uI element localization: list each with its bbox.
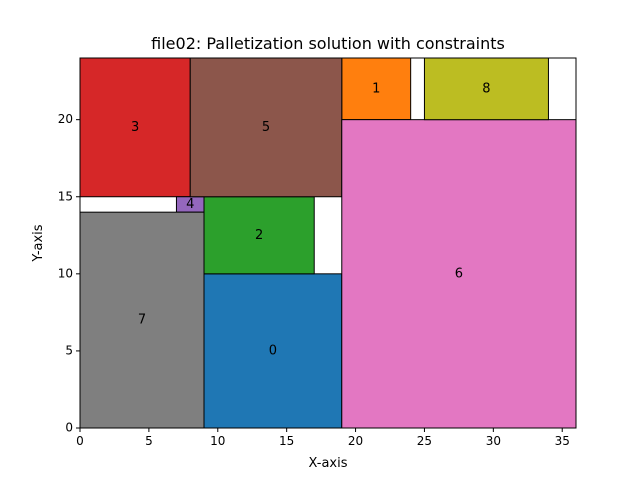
item-label-8: 8 (482, 81, 490, 96)
item-rect-7 (79, 211, 205, 429)
x-tick-label: 30 (486, 434, 501, 448)
x-tick-label: 25 (417, 434, 432, 448)
y-tick-label: 0 (65, 421, 73, 435)
x-ticks: 0 5 10 15 20 25 30 35 (76, 428, 570, 448)
x-tick-label: 5 (145, 434, 153, 448)
item-label-3: 3 (131, 120, 139, 135)
item-label-1: 1 (372, 81, 380, 96)
item-rect-5 (189, 57, 343, 198)
item-label-2: 2 (255, 228, 263, 243)
x-tick-label: 20 (348, 434, 363, 448)
x-tick-label: 15 (279, 434, 294, 448)
plot-frame (79, 57, 577, 429)
y-tick-label: 15 (58, 189, 73, 203)
items-layer (79, 57, 577, 429)
y-tick-label: 5 (65, 343, 73, 357)
x-axis-label: X-axis (309, 456, 348, 471)
x-tick-label: 35 (555, 434, 570, 448)
item-label-7: 7 (138, 313, 146, 328)
x-tick-label: 10 (210, 434, 225, 448)
item-rect-6 (341, 119, 577, 429)
y-tick-label: 10 (58, 266, 73, 280)
labels-layer: 0 1 2 3 4 5 6 7 8 (131, 81, 491, 358)
item-rect-3 (79, 57, 191, 198)
item-label-0: 0 (269, 343, 277, 358)
item-label-6: 6 (455, 266, 463, 281)
item-label-5: 5 (262, 120, 270, 135)
chart-title: file02: Palletization solution with cons… (151, 34, 505, 53)
item-rect-2 (203, 196, 315, 275)
item-label-4: 4 (186, 197, 194, 212)
item-rect-0 (203, 273, 343, 429)
x-tick-label: 0 (76, 434, 84, 448)
y-ticks: 0 5 10 15 20 (58, 112, 80, 435)
y-tick-label: 20 (58, 112, 73, 126)
item-rect-8 (423, 57, 549, 121)
y-axis-label: Y-axis (31, 224, 46, 262)
